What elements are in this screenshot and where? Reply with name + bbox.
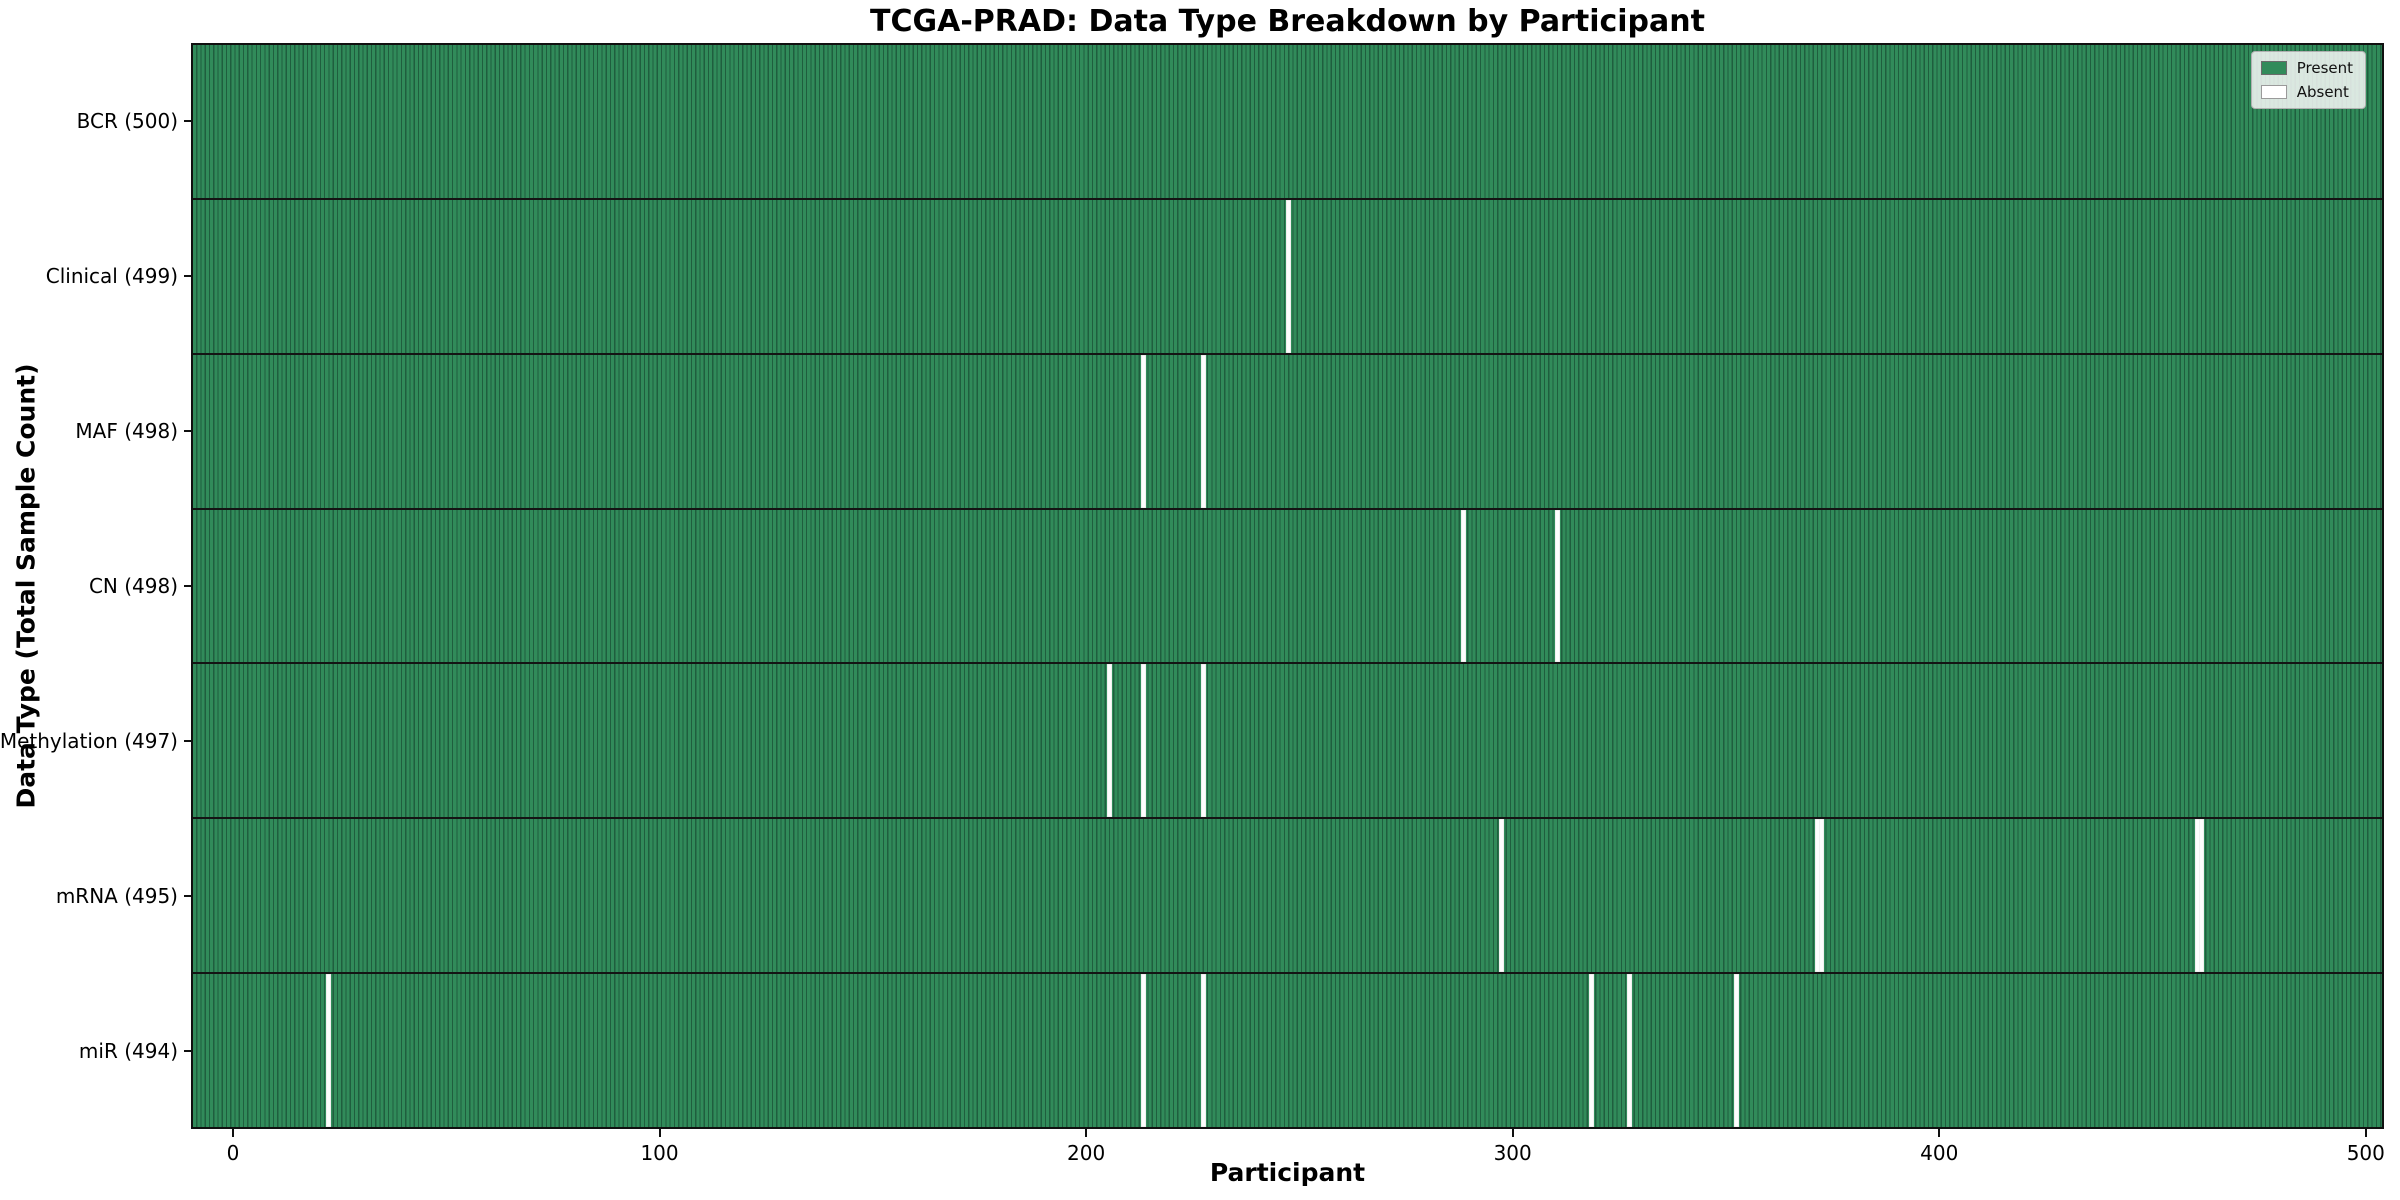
y-tick-mark — [184, 429, 191, 432]
heatmap-row-mir — [193, 972, 2382, 1128]
legend-item-absent: Absent — [2260, 83, 2353, 101]
legend-label-absent: Absent — [2296, 83, 2349, 101]
x-tick-label: 100 — [640, 1141, 679, 1165]
legend: Present Absent — [2250, 51, 2366, 109]
absent-gap — [1141, 974, 1147, 1128]
x-tick-label: 0 — [226, 1141, 240, 1165]
absent-gap — [1461, 509, 1467, 663]
absent-gap — [1286, 199, 1292, 353]
absent-gap — [1589, 974, 1595, 1128]
absent-gap — [1200, 664, 1206, 818]
y-tick-mark — [184, 119, 191, 122]
y-tick-label-maf: MAF (498) — [75, 418, 178, 443]
y-tick-mark — [184, 740, 191, 743]
x-tick-mark — [232, 1129, 234, 1137]
heatmap-row-methylation — [193, 662, 2382, 818]
present-swatch — [2260, 61, 2287, 75]
y-tick-mark — [184, 585, 191, 587]
x-tick-label: 200 — [1067, 1141, 1106, 1165]
chart-title: TCGA-PRAD: Data Type Breakdown by Partic… — [870, 4, 1705, 39]
x-axis-label: Participant — [1209, 1158, 1366, 1187]
absent-gap — [1141, 664, 1147, 818]
y-tick-label-methylation: Methylation (497) — [0, 729, 178, 754]
absent-gap — [2199, 819, 2205, 973]
heatmap-plot-area: Present Absent — [191, 43, 2384, 1129]
heatmap-row-cn — [193, 507, 2382, 663]
y-tick-label-clinical: Clinical (499) — [45, 263, 178, 288]
y-tick-mark — [184, 1050, 191, 1053]
heatmap-row-mrna — [193, 817, 2382, 973]
x-tick-mark — [1511, 1129, 1514, 1137]
x-tick-label: 400 — [1920, 1141, 1959, 1165]
y-tick-label-mir: miR (494) — [78, 1039, 178, 1064]
absent-gap — [2194, 819, 2200, 973]
legend-label-present: Present — [2296, 59, 2353, 77]
y-tick-label-mrna: mRNA (495) — [55, 884, 178, 909]
y-tick-mark — [184, 274, 191, 277]
absent-gap — [1107, 664, 1113, 818]
heatmap-row-bcr — [193, 45, 2382, 198]
x-tick-mark — [1085, 1129, 1088, 1137]
y-tick-label-bcr: BCR (500) — [76, 108, 178, 133]
absent-gap — [1200, 354, 1206, 508]
absent-gap — [1200, 974, 1206, 1128]
absent-gap — [1627, 974, 1633, 1128]
absent-gap — [1554, 509, 1560, 663]
y-tick-mark — [184, 895, 191, 898]
x-tick-mark — [658, 1129, 661, 1137]
legend-item-present: Present — [2260, 59, 2353, 77]
y-tick-label-cn: CN (498) — [88, 574, 178, 598]
heatmap-row-maf — [193, 352, 2382, 508]
x-tick-mark — [1938, 1129, 1941, 1137]
x-tick-label: 500 — [2346, 1141, 2385, 1165]
absent-gap — [326, 974, 332, 1128]
absent-gap — [1734, 974, 1740, 1128]
absent-gap — [1815, 819, 1821, 973]
x-tick-mark — [2364, 1129, 2367, 1137]
x-tick-label: 300 — [1493, 1141, 1532, 1165]
heatmap-row-clinical — [193, 197, 2382, 353]
absent-swatch — [2260, 85, 2287, 99]
absent-gap — [1141, 354, 1147, 508]
absent-gap — [1499, 819, 1505, 973]
absent-gap — [1819, 819, 1825, 973]
